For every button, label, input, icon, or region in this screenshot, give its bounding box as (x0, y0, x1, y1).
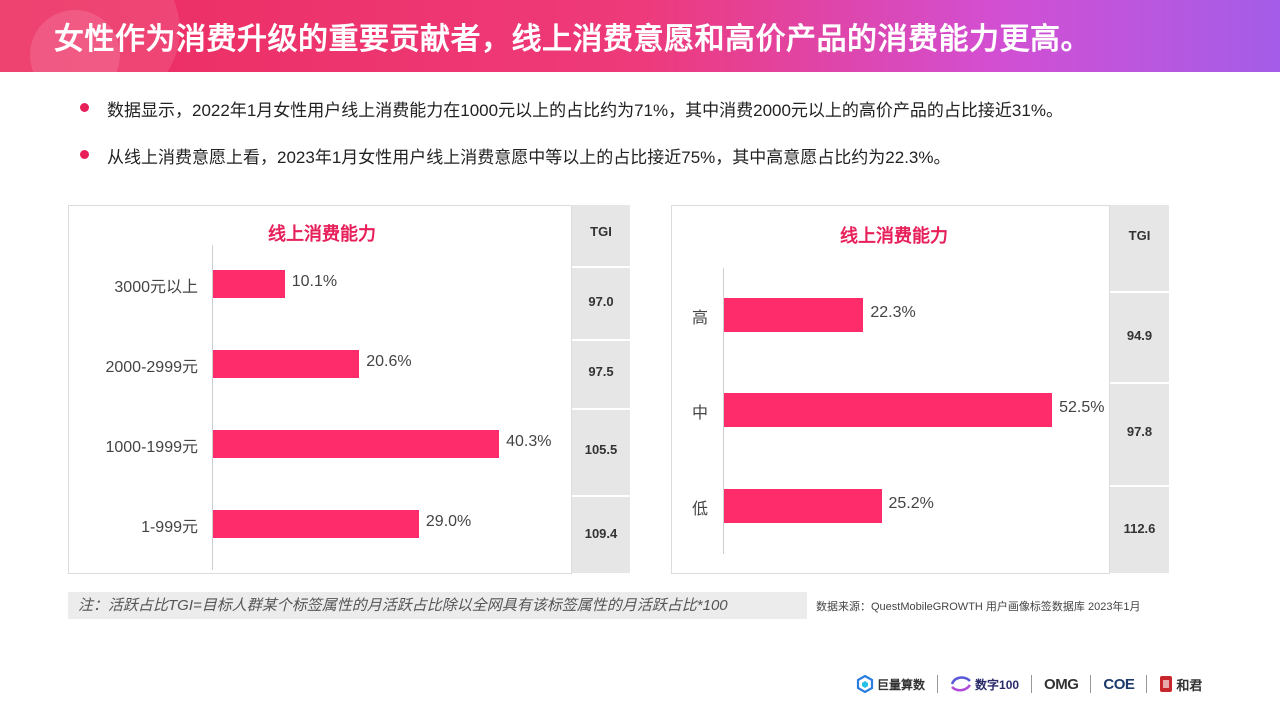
category-label: 3000元以上 (114, 279, 198, 296)
value-label: 40.3% (506, 433, 552, 450)
tgi-header-left: TGI (590, 224, 612, 239)
logo-coe: COE (1103, 675, 1135, 693)
logo-juliang: 巨量算数 (856, 675, 925, 693)
logo-divider (937, 675, 939, 693)
logo-hejun: 和君 (1159, 675, 1202, 694)
tgi-separator (572, 266, 630, 268)
tgi-value: 97.5 (588, 364, 614, 379)
tgi-value: 97.8 (1126, 424, 1153, 439)
category-label: 1-999元 (141, 519, 198, 536)
value-label: 25.2% (888, 495, 934, 512)
bullet-text: 从线上消费意愿上看，2023年1月女性用户线上消费意愿中等以上的占比接近75%，… (107, 148, 951, 167)
tgi-separator (1110, 485, 1169, 487)
bar (724, 393, 1053, 427)
bar (213, 510, 419, 538)
tgi-value: 105.5 (584, 442, 618, 457)
bullet-text: 数据显示，2022年1月女性用户线上消费能力在1000元以上的占比约为71%，其… (107, 101, 1063, 120)
hejun-logo-icon (1160, 676, 1173, 692)
logo-shuzi100: 数字100 (950, 675, 1019, 693)
tgi-value: 94.9 (1126, 327, 1153, 343)
logo-text: 和君 (1176, 677, 1203, 693)
chart-title-left: 线上消费能力 (268, 224, 376, 244)
tgi-header-right: TGI (1128, 228, 1151, 243)
tgi-value: 109.4 (584, 525, 618, 541)
bar (213, 270, 285, 298)
bullet-dot-icon (80, 150, 89, 159)
chart-title-right: 线上消费能力 (840, 226, 948, 246)
page-title: 女性作为消费升级的重要贡献者，线上消费意愿和高价产品的消费能力更高。 (54, 23, 1091, 56)
tgi-value: 112.6 (1123, 520, 1156, 536)
logo-divider (1090, 675, 1092, 693)
value-label: 20.6% (366, 353, 412, 370)
category-label: 2000-2999元 (105, 359, 198, 376)
footnote: 注：活跃占比TGI=目标人群某个标签属性的月活跃占比除以全网具有该标签属性的月活… (68, 592, 807, 619)
tgi-column-right (1110, 205, 1169, 573)
bullet-item: 从线上消费意愿上看，2023年1月女性用户线上消费意愿中等以上的占比接近75%，… (80, 143, 951, 168)
bullet-item: 数据显示，2022年1月女性用户线上消费能力在1000元以上的占比约为71%，其… (80, 96, 1063, 121)
chart-axis-left (212, 245, 213, 570)
chart-axis-right (723, 268, 724, 554)
header-decoration (0, 0, 180, 72)
data-source: 数据来源：QuestMobileGROWTH 用户画像标签数据库 2023年1月 (816, 601, 1141, 613)
bar (724, 489, 882, 523)
logo-text: 巨量算数 (877, 677, 926, 692)
header-banner: 女性作为消费升级的重要贡献者，线上消费意愿和高价产品的消费能力更高。 (0, 0, 1280, 72)
bar (724, 298, 864, 332)
tgi-separator (1110, 382, 1169, 384)
coe-logo-icon: COE (1103, 675, 1135, 693)
juliang-logo-icon (856, 675, 874, 693)
logo-divider (1146, 675, 1148, 693)
tgi-separator (572, 408, 630, 410)
value-label: 52.5% (1059, 399, 1105, 416)
bullet-dot-icon (80, 103, 89, 112)
value-label: 10.1% (291, 273, 338, 290)
tgi-value: 97.0 (588, 293, 614, 309)
omg-logo-icon: OMG (1044, 675, 1079, 693)
category-label: 1000-1999元 (105, 439, 198, 456)
logo-divider (1031, 675, 1033, 693)
shuzi100-logo-icon (950, 676, 972, 692)
partner-logos: 巨量算数 数字100 OMG COE 和君 (856, 672, 1202, 696)
tgi-separator (1110, 291, 1169, 293)
category-label: 低 (691, 501, 708, 518)
tgi-separator (572, 339, 630, 341)
tgi-separator (572, 495, 630, 497)
logo-text: 数字100 (975, 677, 1020, 692)
category-label: 中 (691, 405, 708, 422)
bar (213, 350, 360, 378)
category-label: 高 (691, 310, 708, 327)
value-label: 29.0% (425, 513, 472, 530)
bar (213, 430, 500, 458)
logo-omg: OMG (1044, 675, 1079, 693)
value-label: 22.3% (870, 304, 916, 321)
tgi-column-left (572, 205, 630, 573)
